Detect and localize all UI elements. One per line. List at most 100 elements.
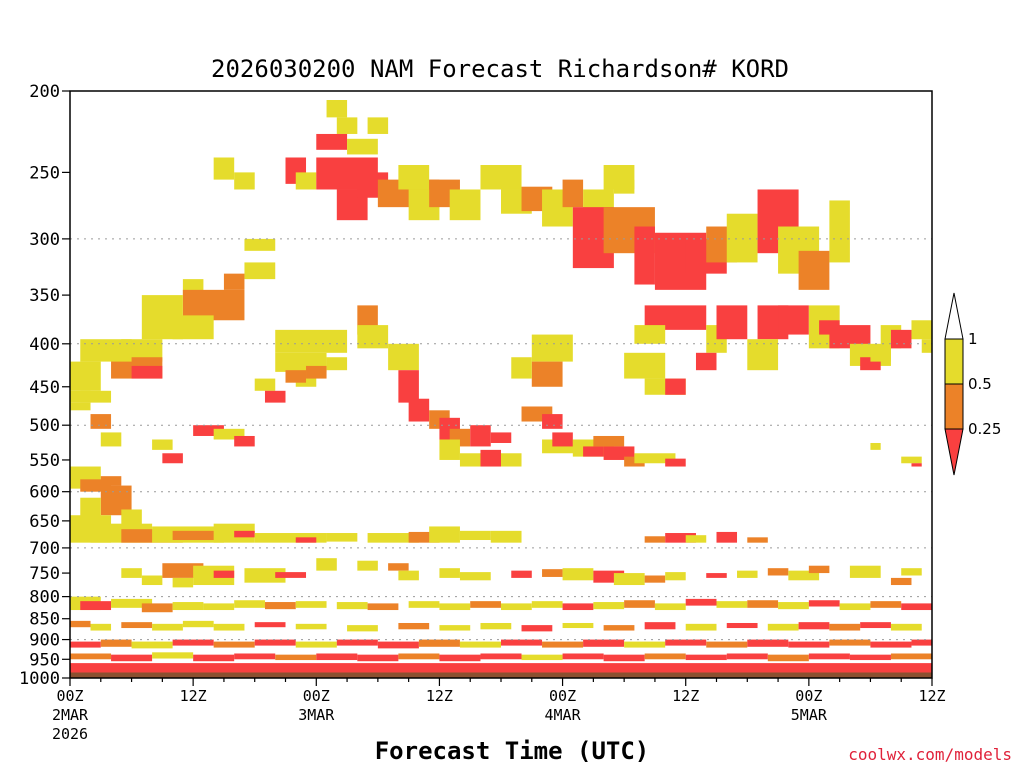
ri-cell (100, 432, 122, 447)
ri-cell (234, 172, 255, 190)
ri-cell (429, 526, 460, 543)
ri-cell (480, 653, 522, 660)
y-tick-label: 350 (29, 286, 60, 306)
ri-cell (172, 602, 204, 611)
ri-cell (111, 598, 153, 608)
ri-cell (911, 463, 922, 467)
ri-cell (624, 352, 666, 379)
ri-cell (808, 653, 850, 660)
ri-cell (172, 530, 235, 541)
ri-cell (398, 165, 430, 190)
ri-cell (624, 600, 655, 608)
ri-cell (901, 603, 932, 611)
ri-cell (459, 641, 501, 648)
ri-cell (347, 625, 378, 632)
ri-cell (439, 439, 460, 460)
ri-cell (798, 622, 830, 630)
ri-cell (367, 533, 419, 543)
ri-cell (593, 435, 625, 447)
y-tick-label: 550 (29, 451, 60, 471)
ri-cell (901, 456, 922, 464)
ri-cell (870, 348, 891, 362)
ri-cell (747, 600, 779, 608)
ri-cell (531, 601, 563, 608)
x-tick-label: 12Z (918, 687, 945, 705)
x-date-label: 5MAR (791, 706, 828, 724)
y-tick-label: 800 (29, 588, 60, 608)
ri-cell (254, 533, 327, 543)
ri-cell (542, 641, 584, 648)
ri-cell (767, 568, 789, 576)
ri-cell (80, 390, 112, 403)
ri-cell (870, 601, 902, 608)
x-tick-label: 12Z (180, 687, 207, 705)
ri-cell (470, 601, 501, 608)
ri-cell (911, 320, 932, 340)
x-axis-label: Forecast Time (UTC) (375, 737, 650, 765)
ri-cell (408, 398, 430, 422)
ri-cell (531, 361, 563, 387)
y-tick-label: 850 (29, 610, 60, 630)
ri-cell (141, 603, 173, 613)
y-tick-label: 250 (29, 163, 60, 183)
ri-cell (593, 602, 625, 610)
ri-cell (788, 570, 820, 581)
ri-cell (890, 623, 922, 631)
ri-cell (398, 653, 440, 660)
ri-cell (490, 432, 512, 443)
ri-cell (70, 402, 91, 411)
x-tick-label: 00Z (56, 687, 83, 705)
ri-cell (121, 568, 142, 578)
ri-cell (264, 602, 296, 610)
ri-cell (213, 157, 235, 180)
ri-cell (449, 189, 481, 221)
ri-cell (70, 620, 91, 628)
ri-cell (398, 370, 419, 403)
ri-cell (70, 361, 101, 391)
x-date-label: 3MAR (298, 706, 335, 724)
ri-cell (665, 639, 707, 646)
ri-cell (80, 601, 112, 611)
ri-cell (634, 325, 666, 344)
ri-cell (398, 622, 430, 630)
legend-swatch-below-0.25 (944, 428, 964, 476)
ri-cell (644, 653, 686, 660)
ri-cell (798, 250, 830, 290)
ri-cell (890, 577, 912, 586)
ri-cell (234, 435, 255, 447)
ri-cell (80, 497, 101, 521)
ri-cell (316, 653, 358, 661)
ri-cell (849, 565, 881, 578)
ri-cell (839, 603, 871, 611)
ri-cell (480, 165, 522, 190)
x-tick-label: 00Z (795, 687, 822, 705)
ri-cell (326, 100, 348, 118)
ri-cell (316, 558, 337, 571)
ri-cell (726, 213, 758, 263)
ri-cell (388, 563, 409, 571)
x-tick-label: 12Z (672, 687, 699, 705)
ri-cell (295, 601, 327, 608)
ri-cell (480, 622, 512, 630)
ri-cell (603, 625, 635, 631)
ri-cell (562, 603, 594, 611)
ri-cell (357, 325, 389, 349)
ri-cell (583, 446, 604, 457)
y-tick-label: 500 (29, 416, 60, 436)
ri-cell (254, 639, 296, 646)
ri-cell (234, 600, 265, 608)
heatmap-cells (70, 100, 932, 673)
credit-link[interactable]: coolwx.com/models (848, 745, 1012, 764)
ri-cell (162, 453, 183, 464)
ri-cell (111, 654, 153, 662)
ri-cell (70, 641, 101, 648)
ri-cell (562, 653, 604, 660)
ri-cell (336, 639, 378, 646)
ri-cell (562, 622, 594, 629)
ri-cell (152, 652, 194, 659)
ri-cell (193, 425, 224, 436)
ri-cell (706, 641, 748, 648)
legend-swatch-above-1 (944, 292, 964, 340)
ri-cell (603, 446, 635, 460)
